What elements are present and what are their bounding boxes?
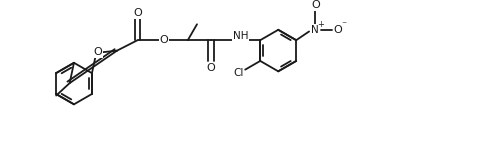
Text: O: O	[133, 8, 142, 18]
Text: Cl: Cl	[233, 68, 243, 78]
Text: O: O	[334, 24, 343, 34]
Text: ⁻: ⁻	[341, 21, 347, 31]
Text: O: O	[160, 35, 169, 45]
Text: O: O	[311, 0, 320, 10]
Text: NH: NH	[233, 31, 248, 41]
Text: +: +	[317, 20, 324, 29]
Text: O: O	[94, 47, 103, 57]
Text: O: O	[207, 63, 215, 73]
Text: N: N	[312, 24, 319, 34]
